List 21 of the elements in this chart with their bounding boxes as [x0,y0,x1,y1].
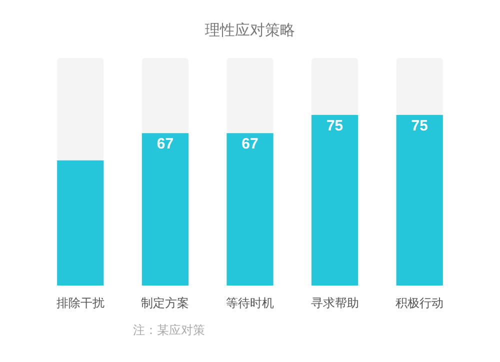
data-label: 67 [242,136,258,153]
bar [396,114,443,286]
data-label: 67 [156,136,174,153]
text: 注：某应对策 [133,322,205,339]
data-label: 75 [411,118,428,135]
x-tick-label: 制定方案 [141,296,190,310]
x-tick-label: 排除干扰 [56,296,104,310]
bar [311,114,358,286]
bar [57,160,104,286]
bar [226,58,274,134]
chart-title: 理性应对策略 [205,20,295,39]
x-tick-label: 积极行动 [396,296,444,310]
bar [226,133,274,286]
x-tick-label: 寻求帮助 [310,296,359,310]
bar [311,58,358,115]
bar [396,58,443,115]
bar [57,58,104,160]
data-label: 75 [326,118,344,135]
bar [142,58,189,134]
bar [142,133,189,286]
x-tick-label: 等待时机 [226,296,274,310]
